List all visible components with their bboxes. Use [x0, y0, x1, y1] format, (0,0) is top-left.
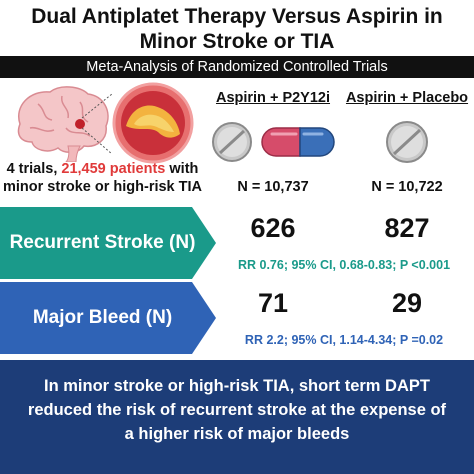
- aspirin-pill-icon: [386, 121, 428, 163]
- arm-n-dapt: N = 10,737: [237, 179, 309, 195]
- page-title: Dual Antiplatet Therapy Versus Aspirin i…: [0, 0, 474, 56]
- trials-summary-text: 4 trials, 21,459 patients with minor str…: [0, 160, 205, 196]
- trials-line-1: 4 trials, 21,459 patients with: [0, 160, 205, 178]
- conclusion-line-2: reduced the risk of recurrent stroke at …: [27, 401, 447, 419]
- artery-plaque-icon: [112, 82, 194, 164]
- arm-n-aspirin: N = 10,722: [371, 179, 443, 195]
- stat-result: RR 0.76; 95% CI, 0.68-0.83; P <0.001: [237, 258, 451, 272]
- outcome-recurrent-stroke: Recurrent Stroke (N) 626 827 RR 0.76; 95…: [0, 207, 474, 279]
- conclusion-line-3: a higher risk of major bleeds: [124, 425, 350, 443]
- trials-line-1-suffix: with: [165, 161, 199, 177]
- value-aspirin: 29: [391, 288, 423, 318]
- trials-count: 4 trials,: [6, 161, 62, 177]
- conclusion-line-1: In minor stroke or high-risk TIA, short …: [44, 377, 430, 395]
- capsule-icon: [261, 127, 335, 157]
- stat-result: RR 2.2; 95% CI, 1.14-4.34; P =0.02: [244, 333, 444, 347]
- value-dapt: 71: [257, 288, 289, 318]
- brain-icon: [17, 86, 113, 162]
- value-aspirin: 827: [384, 213, 430, 243]
- aspirin-pill-icon: [212, 122, 252, 162]
- outcome-label: Recurrent Stroke (N): [9, 232, 196, 253]
- study-summary: 4 trials, 21,459 patients with minor str…: [0, 80, 205, 206]
- arm-label-aspirin: Aspirin + Placebo: [345, 90, 469, 106]
- conclusion-box: In minor stroke or high-risk TIA, short …: [0, 360, 474, 474]
- patient-count: 21,459 patients: [61, 161, 166, 177]
- subtitle-bar: Meta-Analysis of Randomized Controlled T…: [0, 56, 474, 78]
- arm-label-dapt: Aspirin + P2Y12i: [215, 90, 331, 106]
- outcome-label-banner: Major Bleed (N): [0, 282, 218, 354]
- trials-line-2: minor stroke or high-risk TIA: [3, 179, 202, 195]
- outcome-label: Major Bleed (N): [32, 307, 173, 328]
- teal-arrow-shape: [0, 207, 216, 279]
- title-line-1: Dual Antiplatet Therapy Versus Aspirin i…: [31, 5, 443, 28]
- outcome-major-bleed: Major Bleed (N) 71 29 RR 2.2; 95% CI, 1.…: [0, 282, 474, 354]
- value-dapt: 626: [250, 213, 296, 243]
- blue-arrow-shape: [0, 282, 216, 354]
- arm-aspirin: Aspirin + Placebo N = 10,722: [340, 80, 474, 206]
- arm-dapt: Aspirin + P2Y12i N = 10,737: [206, 80, 340, 206]
- title-line-2: Minor Stroke or TIA: [139, 30, 335, 53]
- aspirin-only-pills: [386, 121, 428, 163]
- outcome-label-banner: Recurrent Stroke (N): [0, 207, 218, 279]
- dapt-pills: [212, 122, 335, 162]
- subtitle: Meta-Analysis of Randomized Controlled T…: [86, 59, 388, 75]
